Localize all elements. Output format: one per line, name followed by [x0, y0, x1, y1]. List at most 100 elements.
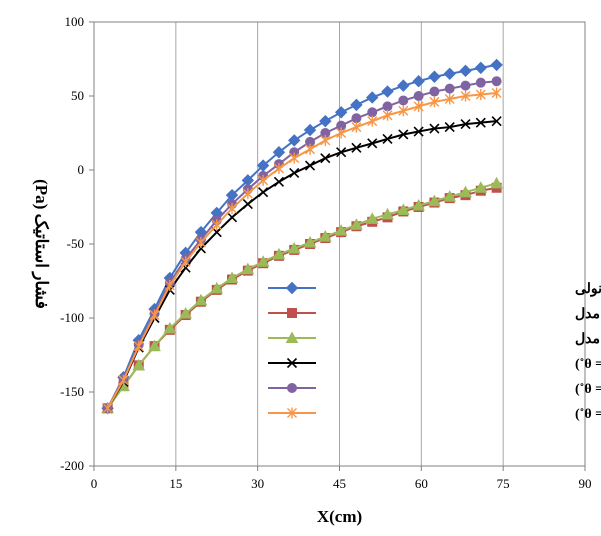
- x-tick-label: 90: [579, 476, 592, 491]
- series-4-point: [320, 153, 331, 164]
- legend-label: صفحه با زاویه بزرگ دیفیوزر مدل: [575, 305, 601, 322]
- series-5-point: [367, 107, 378, 118]
- series-1-point: [412, 74, 425, 88]
- series-1-point: [397, 79, 410, 92]
- legend-item-3: صفحه با زاویه کوچک دیفیوزر مدل: [268, 331, 601, 347]
- legend-marker: [287, 383, 297, 393]
- series-4-point: [491, 116, 502, 127]
- series-1-point: [319, 114, 332, 128]
- series-6-point: [320, 134, 331, 146]
- legend: معادله برنولی صفحه با زاویه بزرگ دیفیوزر …: [268, 281, 601, 422]
- series-6-point: [211, 219, 222, 231]
- series-6-point: [133, 340, 144, 352]
- y-tick-label: 100: [65, 14, 85, 29]
- series-6-line: [106, 92, 497, 409]
- series-1-point: [490, 58, 503, 72]
- series-3-point: [381, 207, 394, 220]
- y-tick-label: -100: [60, 310, 84, 325]
- series-4-point: [429, 123, 440, 134]
- series-3-point: [163, 321, 177, 334]
- series-4-point: [289, 167, 300, 179]
- series-3-point: [179, 307, 192, 319]
- series-1-point: [350, 98, 363, 112]
- series-6-point: [273, 163, 284, 175]
- legend-marker: [285, 281, 299, 295]
- series-6-point: [180, 256, 191, 268]
- series-3: [101, 176, 503, 414]
- series-5-point: [351, 113, 362, 124]
- series-3-point: [287, 241, 301, 254]
- legend-item-6: معادله نیمه تجربی (θ = 5.79˚): [268, 407, 601, 422]
- series-4-point: [226, 212, 238, 223]
- series-3-point: [318, 230, 332, 242]
- legend-label: معادله نیمه تجربی (θ = 5.79˚): [575, 407, 601, 422]
- series-4-point: [475, 117, 486, 128]
- series-4-point: [258, 187, 269, 198]
- series-4-point: [444, 122, 455, 133]
- legend-item-5: معادله نیمه تجربی (θ = 3.43˚): [268, 382, 601, 397]
- legend-label: معادله نیمه تجربی (θ = 3.43˚): [575, 382, 601, 397]
- y-tick-label: -200: [60, 458, 84, 473]
- series-3-point: [334, 224, 348, 236]
- series-6-point: [398, 105, 409, 117]
- series-1-point: [288, 134, 301, 147]
- series-3-point: [256, 255, 270, 267]
- series-6-point: [336, 127, 347, 139]
- y-tick-label: -150: [60, 384, 84, 399]
- series-5-point: [460, 80, 471, 91]
- series-6-point: [289, 152, 300, 164]
- legend-label: معادله برنولی: [575, 282, 601, 297]
- series-3-point: [428, 194, 441, 207]
- series-4-point: [460, 119, 471, 130]
- series-3-point: [474, 181, 488, 193]
- series-6-point: [164, 279, 175, 291]
- series-6-point: [351, 121, 362, 133]
- series-1-line: [106, 63, 497, 409]
- series-6-point: [413, 100, 424, 112]
- series-6-point: [429, 96, 440, 108]
- legend-item-2: صفحه با زاویه بزرگ دیفیوزر مدل: [268, 305, 601, 322]
- series-3-point: [443, 190, 457, 202]
- series-1-point: [459, 64, 472, 78]
- series-1-point: [428, 70, 441, 83]
- series-1-point: [303, 123, 317, 137]
- series-1-point: [334, 106, 348, 119]
- series-6-point: [491, 87, 502, 99]
- x-tick-label: 75: [497, 476, 510, 491]
- y-tick-label: 0: [78, 162, 85, 177]
- legend-marker: [287, 407, 297, 419]
- series-5-point: [444, 83, 455, 94]
- series-4-point: [367, 138, 378, 149]
- series-5-point: [382, 101, 393, 112]
- series-3-point: [365, 212, 379, 224]
- series-5-point: [413, 91, 424, 101]
- series-1-point: [272, 146, 286, 159]
- series-1: [101, 58, 503, 415]
- legend-item-4: معادله نیمه تجربی (θ = 10.66˚): [268, 357, 601, 372]
- series-3-point: [396, 203, 410, 215]
- x-tick-label: 30: [251, 476, 264, 491]
- series-6-point: [444, 93, 455, 105]
- legend-marker: [287, 308, 297, 318]
- x-tick-label: 45: [333, 476, 346, 491]
- series-3-point: [459, 185, 472, 198]
- legend-label: معادله نیمه تجربی (θ = 10.66˚): [575, 357, 601, 372]
- series-4-line: [106, 120, 497, 409]
- series-6-point: [227, 202, 238, 214]
- series-5-point: [429, 86, 440, 97]
- series-4-point: [304, 160, 316, 171]
- legend-marker: [286, 357, 298, 369]
- series-4-point: [398, 129, 409, 140]
- series-1-point: [366, 91, 379, 104]
- series-4-point: [242, 198, 253, 210]
- series-3-point: [412, 198, 425, 211]
- series-3-point: [303, 235, 317, 248]
- series-6-point: [258, 174, 269, 186]
- series-3-point: [194, 293, 208, 306]
- series-1-point: [381, 85, 394, 98]
- series-5-point: [491, 76, 502, 87]
- series-3-point: [490, 176, 503, 189]
- legend-label: صفحه با زاویه کوچک دیفیوزر مدل: [575, 331, 601, 347]
- series-3-point: [225, 271, 239, 284]
